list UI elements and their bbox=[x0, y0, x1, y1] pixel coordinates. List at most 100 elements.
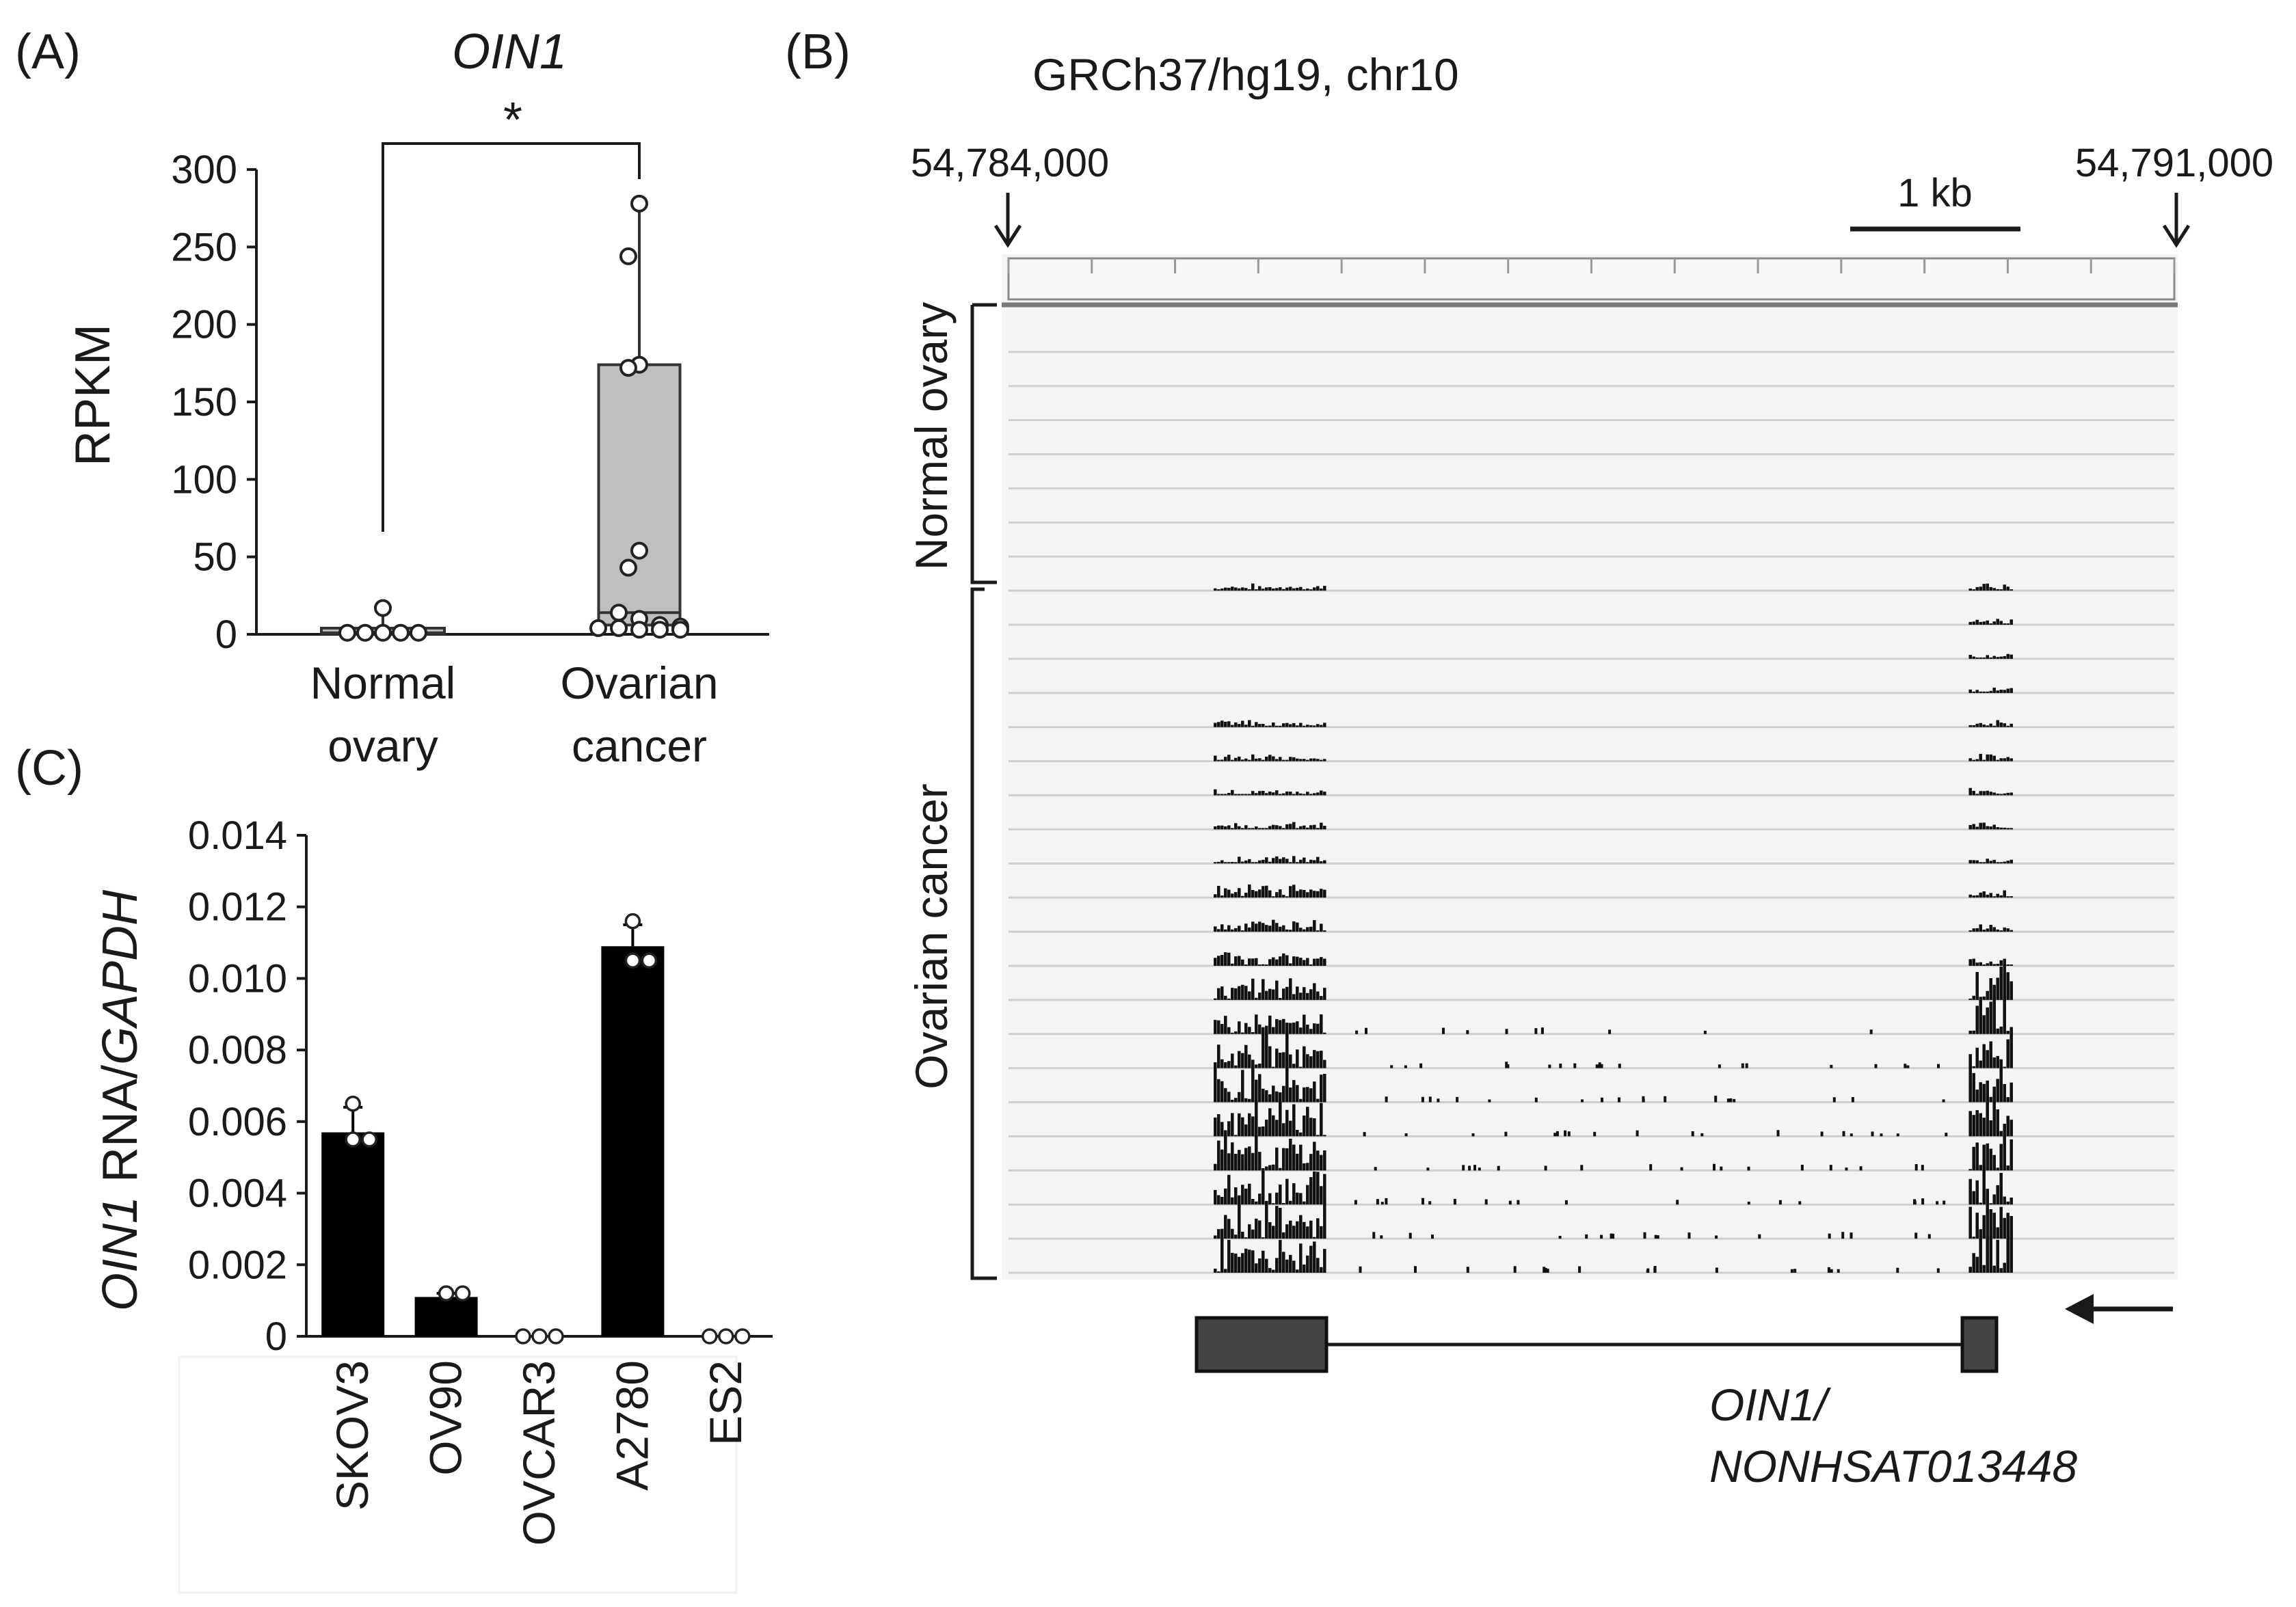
normal-ovary-label-line1: Normal bbox=[310, 658, 456, 708]
coverage-exon1 bbox=[1214, 754, 1326, 761]
category-label-ov90: OV90 bbox=[421, 1360, 471, 1476]
bar-a2780 bbox=[601, 946, 665, 1336]
coverage-exon1 bbox=[1214, 583, 1326, 591]
coverage-tracks bbox=[1009, 351, 2174, 1274]
data-point bbox=[374, 599, 392, 617]
start-arrow bbox=[993, 193, 1022, 248]
box-iqr bbox=[597, 363, 682, 627]
coverage-exon1 bbox=[1214, 1201, 1326, 1239]
panel-a-y-tick-label: 0 bbox=[215, 612, 237, 657]
panel-c-y-tick-label: 0.006 bbox=[188, 1100, 287, 1144]
coverage-exon2 bbox=[1968, 753, 2013, 761]
panel-c: (C) OIN1 RNA/GAPDH 0 0.002 0.004 0.006 0.008… bbox=[15, 741, 773, 1594]
panel-a-y-tick-label: 150 bbox=[171, 380, 237, 424]
gene-name-line2: NONHSAT013448 bbox=[1709, 1441, 2077, 1491]
data-point bbox=[338, 623, 356, 642]
panel-c-y-tick-label: 0.012 bbox=[188, 885, 287, 930]
coverage-exon2 bbox=[1968, 720, 2013, 727]
replicate-point bbox=[515, 1328, 531, 1345]
category-label-a2780: A2780 bbox=[606, 1360, 657, 1491]
data-point bbox=[630, 541, 648, 560]
exon-1 bbox=[1194, 1316, 1329, 1373]
data-point bbox=[610, 604, 628, 622]
panel-c-ylabel-ref: GAPDH bbox=[93, 889, 148, 1065]
replicate-point bbox=[438, 1285, 455, 1301]
assembly-label: GRCh37/hg19, chr10 bbox=[1032, 49, 1459, 100]
significance-star: * bbox=[503, 93, 522, 148]
replicate-point bbox=[454, 1285, 471, 1301]
coverage-exon2 bbox=[1968, 924, 2013, 932]
coverage-exon2 bbox=[1968, 822, 2013, 830]
panel-c-x-labels: SKOV3 OV90 OVCAR3 A2780 ES2 bbox=[327, 1360, 751, 1545]
data-point bbox=[651, 621, 669, 639]
gene-model bbox=[1194, 1316, 1999, 1373]
replicate-point bbox=[548, 1328, 564, 1345]
data-point bbox=[374, 623, 392, 642]
normal-bracket bbox=[970, 305, 997, 584]
data-point bbox=[671, 621, 689, 639]
bar-ov90 bbox=[414, 1297, 478, 1336]
replicate-point bbox=[702, 1328, 718, 1345]
category-label-frame bbox=[178, 1355, 738, 1594]
replicate-point bbox=[641, 952, 658, 969]
panel-a-y-tick-label: 100 bbox=[171, 457, 237, 502]
coverage-exon2 bbox=[1968, 619, 2013, 625]
coverage-intron-reads bbox=[1374, 1163, 1924, 1171]
coverage-exon2 bbox=[1968, 583, 2013, 591]
panel-a-y-tick-label: 50 bbox=[193, 535, 237, 580]
panel-c-y-axis: 0 0.002 0.004 0.006 0.008 0.010 0.012 0.014 bbox=[188, 813, 773, 1359]
normal-ovary-label-line2: ovary bbox=[328, 720, 438, 771]
panel-c-y-tick-label: 0.014 bbox=[188, 813, 287, 858]
coverage-exon2 bbox=[1968, 1124, 2013, 1171]
panel-a-y-tick-label: 200 bbox=[171, 303, 237, 347]
coverage-exon2 bbox=[1968, 1193, 2013, 1239]
panel-c-y-tick-label: 0.010 bbox=[188, 956, 287, 1001]
panel-a-gene-title: OIN1 bbox=[452, 25, 567, 79]
strand-arrow bbox=[2065, 1294, 2173, 1324]
coverage-intron-reads bbox=[1385, 1096, 1945, 1103]
scale-bar-label: 1 kb bbox=[1897, 171, 1973, 215]
panel-a-ylabel: RPKM bbox=[66, 324, 120, 466]
coverage-intron-reads bbox=[1372, 1232, 1931, 1239]
track-background bbox=[1002, 254, 2178, 1280]
coverage-exon2 bbox=[1968, 963, 2013, 1000]
coverage-exon1 bbox=[1214, 822, 1326, 830]
panel-c-ylabel-gene: OIN1 bbox=[93, 1196, 148, 1311]
panel-a-label: (A) bbox=[15, 25, 81, 79]
category-label-ovcar3: OVCAR3 bbox=[513, 1360, 564, 1545]
panel-a: (A) OIN1 * RPKM 0 50 100 150 200 250 300 Norma… bbox=[15, 25, 769, 771]
coverage-exon1 bbox=[1214, 1057, 1326, 1103]
start-arrow-head bbox=[993, 224, 1022, 248]
coverage-intron-reads bbox=[1390, 1062, 1940, 1068]
panel-c-y-tick-label: 0.002 bbox=[188, 1243, 287, 1287]
category-label-es2: ES2 bbox=[700, 1360, 751, 1446]
coverage-intron-reads bbox=[1359, 1266, 1940, 1273]
coverage-exon2 bbox=[1968, 787, 2013, 796]
coordinate-ruler bbox=[1002, 257, 2178, 308]
ovarian-cancer-label-line2: cancer bbox=[572, 720, 707, 771]
data-point bbox=[630, 194, 648, 213]
coverage-exon1 bbox=[1214, 720, 1326, 727]
end-coordinate: 54,791,000 bbox=[2075, 141, 2273, 185]
replicate-point bbox=[345, 1095, 361, 1112]
replicate-point bbox=[624, 952, 641, 969]
exon-2 bbox=[1960, 1316, 1999, 1373]
coverage-exon1 bbox=[1214, 1100, 1326, 1137]
gene-name-line1: OIN1/ bbox=[1709, 1379, 1832, 1430]
panel-c-y-tick-label: 0.004 bbox=[188, 1172, 287, 1216]
replicate-point bbox=[718, 1328, 734, 1345]
data-point bbox=[392, 623, 410, 642]
category-label-skov3: SKOV3 bbox=[327, 1360, 377, 1511]
panel-b-label: (B) bbox=[785, 25, 851, 79]
coverage-intron-reads bbox=[1363, 1130, 1948, 1137]
bar-skov3 bbox=[321, 1132, 385, 1336]
data-point bbox=[589, 619, 607, 637]
coverage-intron-reads bbox=[1354, 1198, 1946, 1205]
normal-ovary-group-label: Normal ovary bbox=[906, 302, 957, 570]
coverage-exon1 bbox=[1214, 1237, 1326, 1273]
panel-a-y-axis: 0 50 100 150 200 250 300 bbox=[171, 148, 769, 657]
coverage-exon1 bbox=[1214, 856, 1326, 864]
coverage-exon1 bbox=[1214, 884, 1326, 898]
data-point bbox=[619, 359, 637, 377]
